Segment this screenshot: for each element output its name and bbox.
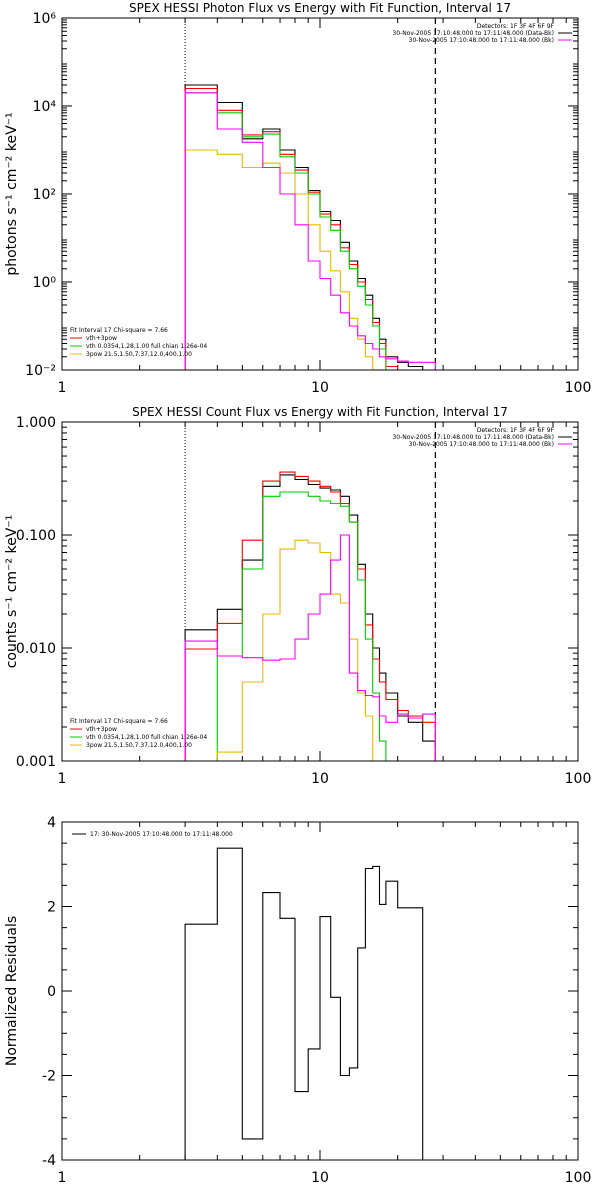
x-tick-label: 10 — [311, 1170, 329, 1186]
y-tick-label: 4 — [47, 815, 56, 831]
y-tick-label: 0.100 — [16, 528, 56, 544]
y-tick-label: -4 — [42, 1153, 56, 1169]
x-tick-label: 10 — [311, 380, 329, 396]
y-tick-label: 10⁶ — [33, 11, 57, 27]
y-tick-label: 2 — [47, 900, 56, 916]
legend-entry: 3pow 21.5,1.50,7.37,12.0,400,1.00 — [86, 742, 192, 749]
x-tick-label: 1 — [58, 380, 67, 396]
y-tick-label: 0.001 — [16, 754, 56, 770]
x-tick-label: 100 — [565, 1170, 592, 1186]
plot-frame — [61, 821, 579, 1161]
y-axis-label: Normalized Residuals — [4, 916, 20, 1066]
y-tick-label: 1.000 — [16, 415, 56, 431]
legend-entry: vth 0.0354,1.28,1.00 full chian 1.26e-04 — [86, 734, 207, 741]
x-tick-label: 1 — [58, 1170, 67, 1186]
series-3pow-line — [184, 149, 436, 371]
chart-title: SPEX HESSI Count Flux vs Energy with Fit… — [132, 405, 508, 419]
legend-entry: Detectors: 1F 3F 4F 6F 9F — [477, 23, 555, 30]
y-tick-label: 0.010 — [16, 641, 56, 657]
legend-entry: vth+3pow — [86, 335, 117, 342]
x-tick-label: 1 — [58, 771, 67, 787]
y-tick-label: 10² — [33, 187, 56, 203]
legend-entry: 3pow 21.5,1.50,7.37,12.0,400,1.00 — [86, 351, 192, 358]
fit-info-text: Fit Interval 17 Chi-square = 7.66 — [70, 327, 168, 334]
y-tick-label: -2 — [42, 1069, 56, 1085]
panel-3: 1 10 100 -4 -2 0 2 4 Normalized Residuals 17: 30-… — [4, 815, 591, 1186]
x-tick-label: 100 — [565, 380, 592, 396]
legend-entry: 30-Nov-2005 17:10:48.000 to 17:11:48.000… — [409, 37, 554, 44]
plot-frame — [61, 421, 579, 762]
legend-entry: 17: 30-Nov-2005 17:10:48.000 to 17:11:48… — [90, 831, 233, 838]
panel-1: SPEX HESSI Photon Flux vs Energy with Fi… — [4, 1, 591, 396]
y-tick-label: 10⁰ — [33, 275, 57, 291]
series-vth-line — [185, 491, 436, 762]
series-3pow-line — [185, 539, 436, 762]
panel-2: SPEX HESSI Count Flux vs Energy with Fit… — [4, 405, 591, 787]
x-tick-label: 100 — [565, 771, 592, 787]
legend-entry: 30-Nov-2005 17:10:48.000 to 17:11:48.000… — [409, 441, 554, 448]
y-axis-label: photons s⁻¹ cm⁻² keV⁻¹ — [4, 112, 20, 275]
y-axis-label: counts s⁻¹ cm⁻² keV⁻¹ — [4, 515, 20, 669]
legend-entry: vth+3pow — [86, 726, 117, 733]
y-tick-label: 0 — [47, 984, 56, 1000]
legend-entry: 30-Nov-2005 17:10:48.000 to 17:11:48.000… — [392, 434, 554, 441]
series-vth-line — [184, 92, 436, 371]
series-17-line — [184, 847, 436, 1161]
series-data-minus-bk-line — [184, 84, 436, 371]
legend-entry: Detectors: 1F 3F 4F 6F 9F — [477, 427, 555, 434]
legend-entry: 30-Nov-2005 17:10:48.000 to 17:11:48.000… — [392, 30, 554, 37]
fit-info-text: Fit Interval 17 Chi-square = 7.66 — [70, 718, 168, 725]
x-tick-label: 10 — [311, 771, 329, 787]
y-tick-label: 10⁴ — [33, 99, 57, 115]
y-tick-label: 10⁻² — [25, 363, 56, 379]
legend-entry: vth 0.0354,1.28,1.00 full chian 1.26e-04 — [86, 343, 207, 350]
plot-frame — [61, 17, 579, 371]
series-bk-line — [184, 534, 436, 761]
series-vth-3pow-line — [184, 87, 436, 371]
chart-title: SPEX HESSI Photon Flux vs Energy with Fi… — [129, 1, 511, 15]
series-bk-line — [184, 92, 436, 370]
